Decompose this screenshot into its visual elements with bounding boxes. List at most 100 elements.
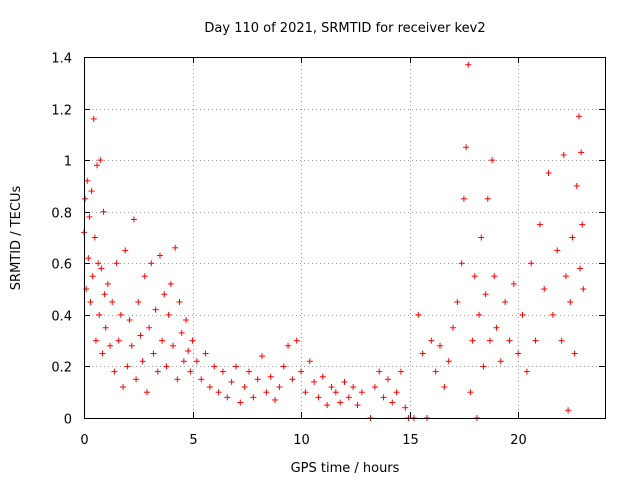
data-point (497, 358, 504, 365)
data-point (167, 280, 174, 287)
data-point (319, 373, 326, 380)
data-point (170, 342, 177, 349)
data-point (176, 298, 183, 305)
data-point (250, 394, 257, 401)
plot-frame (84, 57, 606, 419)
data-point (578, 149, 585, 156)
data-point (128, 342, 135, 349)
data-point (554, 247, 561, 254)
data-point (280, 363, 287, 370)
data-point (172, 244, 179, 251)
x-tick-label: 10 (293, 433, 310, 448)
data-point (115, 337, 122, 344)
data-point (580, 286, 587, 293)
y-tick-label: 0.4 (51, 310, 72, 325)
y-tick-label: 0.2 (51, 361, 72, 376)
data-point (419, 350, 426, 357)
data-point (510, 280, 517, 287)
data-point (148, 260, 155, 267)
data-point (87, 298, 94, 305)
data-point (150, 350, 157, 357)
data-point (254, 376, 261, 383)
data-point (528, 260, 535, 267)
data-point (545, 170, 552, 177)
data-point (187, 368, 194, 375)
data-point (189, 337, 196, 344)
data-point (560, 151, 567, 158)
y-tick-label: 0 (64, 413, 72, 428)
data-point (84, 177, 91, 184)
data-point (152, 306, 159, 313)
data-point (471, 273, 478, 280)
data-point (575, 113, 582, 120)
data-point (98, 265, 105, 272)
y-tick-label: 0.6 (51, 258, 72, 273)
data-point (156, 252, 163, 259)
data-point (90, 115, 97, 122)
data-point (463, 144, 470, 151)
data-point (437, 342, 444, 349)
data-point (263, 389, 270, 396)
data-point (259, 353, 266, 360)
data-point (428, 337, 435, 344)
data-point (345, 394, 352, 401)
data-point (228, 378, 235, 385)
data-point (532, 337, 539, 344)
data-point (298, 368, 305, 375)
data-point (163, 363, 170, 370)
data-point (465, 61, 472, 68)
data-point (141, 273, 148, 280)
data-point (185, 347, 192, 354)
data-point (122, 247, 129, 254)
data-point (558, 337, 565, 344)
data-point (562, 273, 569, 280)
data-point (476, 311, 483, 318)
data-point (285, 342, 292, 349)
data-point (324, 402, 331, 409)
data-point (178, 329, 185, 336)
data-point (202, 350, 209, 357)
data-point (154, 368, 161, 375)
data-point (165, 311, 172, 318)
data-point (311, 378, 318, 385)
data-point (541, 286, 548, 293)
data-point (211, 363, 218, 370)
y-axis-ticks: 0 0.2 0.4 0.6 0.8 1 1.2 1.4 (51, 52, 605, 428)
data-point (159, 337, 166, 344)
data-point (272, 396, 279, 403)
data-point (174, 376, 181, 383)
data-point (337, 399, 344, 406)
data-point (380, 394, 387, 401)
data-point (126, 317, 133, 324)
data-point (549, 311, 556, 318)
data-point (206, 384, 213, 391)
data-point (219, 368, 226, 375)
data-point (180, 358, 187, 365)
data-point (94, 162, 101, 169)
data-point (293, 337, 300, 344)
data-point (276, 384, 283, 391)
data-point (493, 324, 500, 331)
data-point (350, 384, 357, 391)
data-point (102, 324, 109, 331)
data-point (573, 182, 580, 189)
data-point (109, 298, 116, 305)
data-point (515, 350, 522, 357)
data-point (432, 368, 439, 375)
data-point (450, 324, 457, 331)
x-tick-label: 0 (80, 433, 88, 448)
data-point (523, 368, 530, 375)
data-point (376, 368, 383, 375)
data-point (478, 234, 485, 241)
data-point (96, 311, 103, 318)
data-point (445, 358, 452, 365)
data-point (91, 234, 98, 241)
data-point (579, 221, 586, 228)
x-tick-label: 20 (510, 433, 527, 448)
data-point (143, 389, 150, 396)
data-point (358, 389, 365, 396)
data-point (107, 342, 114, 349)
data-point (415, 311, 422, 318)
data-point (85, 255, 92, 262)
